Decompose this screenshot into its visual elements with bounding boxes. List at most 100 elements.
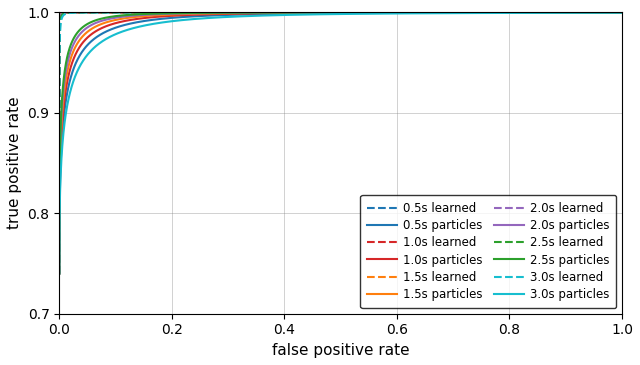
1.5s learned [84,10,92,15]
2.0s learned [574,10,582,15]
3.0s learned [618,10,626,15]
1.5s learned [314,10,322,15]
1.0s learned [618,10,626,15]
1.5s learned [602,10,609,15]
1.0s learned [84,10,92,15]
0.5s particles [499,11,506,15]
1.5s particles [499,10,506,15]
Line: 0.5s learned: 0.5s learned [60,12,622,274]
Line: 2.5s particles: 2.5s particles [60,12,622,274]
3.0s learned [602,10,609,15]
3.0s particles [314,12,322,16]
2.0s particles [84,25,92,29]
0.5s particles [56,272,63,276]
1.5s particles [602,10,609,15]
2.5s particles [618,10,626,15]
Y-axis label: true positive rate: true positive rate [7,97,22,230]
0.5s particles [314,11,322,16]
Line: 3.0s learned: 3.0s learned [60,12,622,274]
Line: 1.5s particles: 1.5s particles [60,12,622,274]
1.5s particles [618,10,626,15]
1.5s particles [314,11,322,15]
2.5s learned [84,10,92,15]
Legend: 0.5s learned, 0.5s particles, 1.0s learned, 1.0s particles, 1.5s learned, 1.5s p: 0.5s learned, 0.5s particles, 1.0s learn… [360,195,616,308]
1.5s learned [499,10,506,15]
2.5s learned [56,272,63,276]
2.5s particles [602,10,609,15]
2.5s learned [602,10,609,15]
Line: 2.5s learned: 2.5s learned [60,12,622,274]
2.0s learned [499,10,506,15]
0.5s learned [314,10,322,15]
0.5s particles [329,11,337,15]
2.5s particles [329,10,337,15]
0.5s particles [84,42,92,47]
3.0s learned [314,10,322,15]
0.5s learned [330,10,337,15]
1.0s learned [330,10,337,15]
X-axis label: false positive rate: false positive rate [272,343,410,358]
0.5s particles [602,10,609,15]
0.5s particles [618,10,626,15]
3.0s particles [56,272,63,276]
2.5s learned [618,10,626,15]
2.0s learned [314,10,322,15]
2.5s learned [499,10,506,15]
Line: 0.5s particles: 0.5s particles [60,12,622,274]
2.0s learned [329,10,337,15]
3.0s learned [499,10,506,15]
0.5s learned [602,10,610,15]
Line: 2.0s particles: 2.0s particles [60,12,622,274]
3.0s learned [84,10,92,15]
2.5s particles [84,22,92,26]
2.0s particles [56,272,63,276]
2.0s particles [499,10,506,15]
1.0s learned [277,10,285,15]
0.5s learned [187,10,195,15]
2.5s particles [314,10,322,15]
1.0s learned [56,272,63,276]
2.5s particles [56,272,63,276]
2.0s particles [602,10,609,15]
3.0s particles [602,11,609,15]
3.0s learned [329,10,337,15]
1.0s particles [329,11,337,15]
2.0s learned [618,10,626,15]
1.0s particles [618,10,626,15]
2.0s particles [329,10,337,15]
2.0s learned [84,10,92,15]
1.5s particles [329,11,337,15]
1.0s particles [602,10,609,15]
2.0s learned [56,272,63,276]
2.0s particles [618,10,626,15]
0.5s particles [602,10,609,15]
1.0s particles [602,10,609,15]
1.5s learned [329,10,337,15]
1.0s particles [314,11,322,15]
2.5s particles [602,10,609,15]
1.5s learned [618,10,626,15]
Line: 2.0s learned: 2.0s learned [60,12,622,274]
1.0s learned [602,10,609,15]
1.5s particles [602,10,609,15]
3.0s particles [329,12,337,16]
Line: 1.0s learned: 1.0s learned [60,12,622,274]
1.0s learned [602,10,610,15]
1.0s learned [314,10,322,15]
1.5s particles [56,272,63,276]
2.0s learned [602,10,609,15]
3.0s particles [602,11,609,15]
3.0s particles [84,52,92,56]
1.0s learned [499,10,506,15]
2.0s particles [602,10,609,15]
2.0s learned [602,10,610,15]
Line: 1.5s learned: 1.5s learned [60,12,622,274]
Line: 3.0s particles: 3.0s particles [60,13,622,274]
1.5s learned [56,272,63,276]
2.0s particles [314,10,322,15]
1.0s particles [499,10,506,15]
0.5s learned [602,10,609,15]
2.5s learned [314,10,322,15]
1.5s learned [602,10,610,15]
3.0s particles [618,11,626,15]
